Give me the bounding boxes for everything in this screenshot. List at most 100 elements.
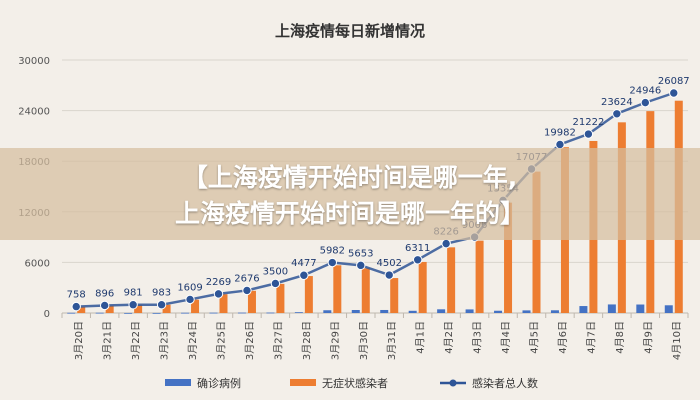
chart-title: 上海疫情每日新增情况 <box>275 22 425 40</box>
legend-marker <box>449 379 457 387</box>
total-data-label: 4502 <box>377 258 402 269</box>
banner-line-1: 【上海疫情开始时间是哪一年, <box>182 163 518 192</box>
total-point <box>327 257 338 268</box>
bar-confirmed <box>380 309 389 313</box>
bar-asymptomatic <box>134 304 143 313</box>
total-point <box>99 300 110 311</box>
total-point <box>213 289 224 299</box>
bar-asymptomatic <box>247 290 256 313</box>
total-data-label: 4477 <box>291 258 316 269</box>
bar-confirmed <box>266 312 275 314</box>
total-data-label: 2269 <box>206 277 231 288</box>
total-data-label: 983 <box>152 288 171 299</box>
bar-confirmed <box>124 312 133 314</box>
x-axis: 3月20日 3月21日 3月22日 3月23日 3月24日 3月25日 3月26日 3月27日… <box>73 321 683 360</box>
x-tick-label: 3月24日 <box>187 321 199 360</box>
total-point <box>299 270 309 280</box>
bar-confirmed <box>237 312 246 314</box>
x-tick-label: 4月1日 <box>415 321 427 354</box>
bar-confirmed <box>494 310 503 313</box>
bar-asymptomatic <box>418 261 427 313</box>
banner-line-2: 上海疫情开始时间是哪一年的】 <box>174 199 525 228</box>
y-tick-label: 24000 <box>18 107 50 118</box>
bar-asymptomatic <box>475 240 484 313</box>
x-tick-label: 3月29日 <box>329 321 341 360</box>
bar-confirmed <box>636 304 645 313</box>
x-tick-label: 3月31日 <box>386 321 398 360</box>
total-point <box>612 109 622 119</box>
bar-asymptomatic <box>361 268 370 313</box>
bar-confirmed <box>522 310 531 313</box>
bar-asymptomatic <box>219 294 228 313</box>
legend-label: 感染者总人数 <box>472 376 538 390</box>
bar-confirmed <box>323 310 332 313</box>
total-point <box>640 97 651 108</box>
x-tick-label: 4月7日 <box>585 321 597 354</box>
total-point <box>441 238 451 249</box>
total-point <box>384 270 394 280</box>
bar-asymptomatic <box>276 283 285 313</box>
bar-confirmed <box>181 312 190 314</box>
total-data-label: 758 <box>67 290 86 301</box>
y-tick-label: 6000 <box>25 258 50 269</box>
bar-confirmed <box>550 310 559 313</box>
x-tick-label: 4月10日 <box>671 321 683 360</box>
total-point <box>412 255 423 265</box>
bar-confirmed <box>294 312 303 313</box>
bar-confirmed <box>437 309 446 313</box>
total-data-label: 24946 <box>629 86 661 97</box>
legend-label: 无症状感染者 <box>322 376 388 390</box>
legend-label: 确诊病例 <box>197 376 241 390</box>
x-tick-label: 3月25日 <box>216 321 228 360</box>
total-data-label: 3500 <box>263 266 288 277</box>
total-data-label: 19982 <box>544 127 576 138</box>
total-data-label: 23624 <box>601 97 633 108</box>
bar-asymptomatic <box>333 265 342 313</box>
bar-asymptomatic <box>304 276 313 313</box>
x-tick-label: 3月28日 <box>301 321 313 360</box>
bar-confirmed <box>465 309 474 313</box>
x-tick-label: 3月20日 <box>73 321 85 360</box>
legend: 确诊病例 无症状感染者 感染者总人数 <box>165 376 538 390</box>
bar-confirmed <box>95 312 104 314</box>
total-point <box>242 285 252 296</box>
x-tick-label: 3月23日 <box>159 321 171 360</box>
x-tick-label: 3月26日 <box>244 321 256 360</box>
x-tick-label: 3月22日 <box>130 321 142 360</box>
total-point <box>356 260 366 271</box>
x-tick-label: 4月8日 <box>614 321 626 354</box>
total-line-path <box>76 91 675 308</box>
total-data-label: 981 <box>124 288 143 299</box>
bar-asymptomatic <box>191 299 200 313</box>
bar-confirmed <box>209 312 218 314</box>
x-tick-label: 4月5日 <box>529 321 541 354</box>
total-point <box>270 278 281 289</box>
bar-asymptomatic <box>447 247 456 313</box>
total-point <box>128 300 138 310</box>
banner-text: 【上海疫情开始时间是哪一年, 上海疫情开始时间是哪一年的】 <box>0 160 700 232</box>
x-tick-label: 3月30日 <box>358 321 370 360</box>
bar-confirmed <box>664 305 673 313</box>
total-point <box>669 88 679 98</box>
y-tick-label: 0 <box>44 309 50 320</box>
bar-confirmed <box>607 304 616 313</box>
x-tick-label: 4月6日 <box>557 321 569 354</box>
total-data-label: 5982 <box>320 246 345 257</box>
total-point <box>156 300 167 310</box>
bar-asymptomatic <box>105 305 114 313</box>
total-data-label: 6311 <box>405 243 430 254</box>
legend-swatch <box>165 379 191 386</box>
bar-confirmed <box>408 310 417 313</box>
total-point <box>583 129 594 139</box>
total-data-label: 5653 <box>348 248 373 259</box>
x-tick-label: 4月3日 <box>472 321 484 354</box>
total-data-label: 26087 <box>658 76 690 87</box>
total-point <box>71 301 81 312</box>
bar-asymptomatic <box>532 171 541 313</box>
x-tick-label: 4月4日 <box>500 321 512 354</box>
legend-swatch <box>290 379 316 386</box>
x-tick-label: 4月9日 <box>642 321 654 354</box>
bar-asymptomatic <box>77 306 86 313</box>
bar-confirmed <box>67 312 76 314</box>
